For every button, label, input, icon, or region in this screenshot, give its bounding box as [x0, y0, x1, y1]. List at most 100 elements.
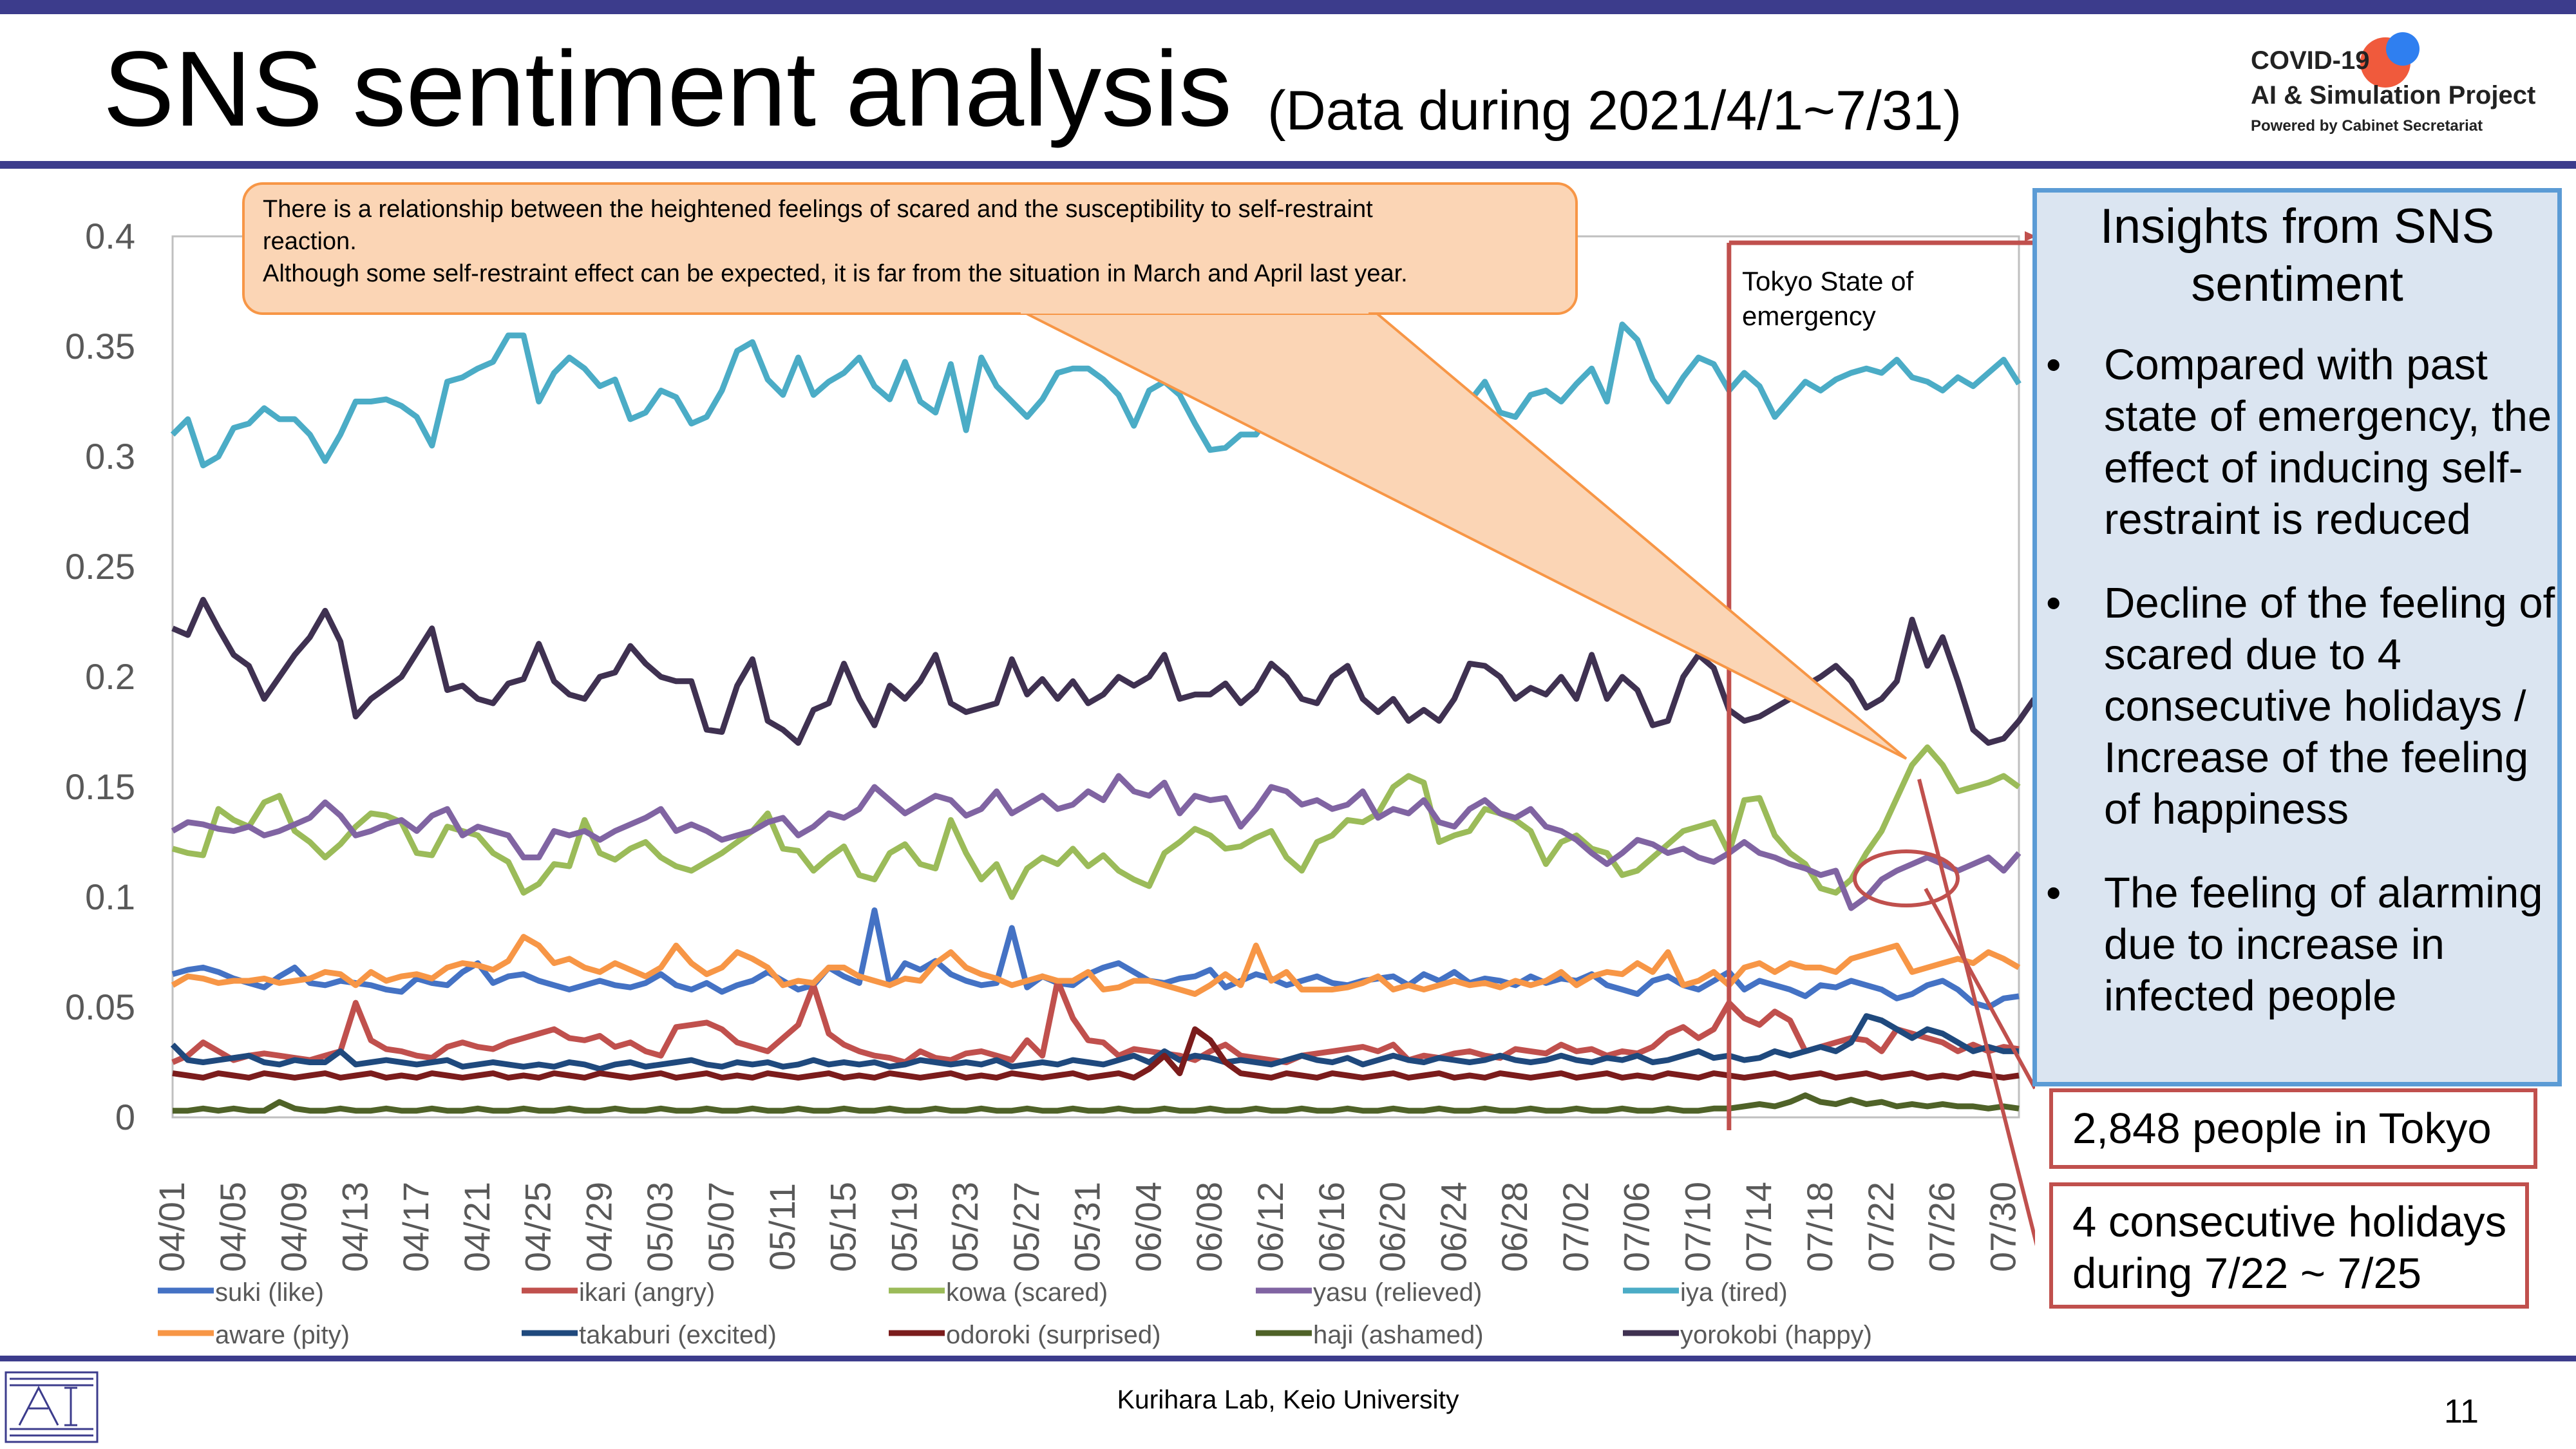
x-tick-label: 06/20: [1372, 1182, 1413, 1272]
x-tick-label: 04/29: [578, 1182, 619, 1272]
x-tick-label: 05/27: [1006, 1182, 1046, 1272]
x-tick-label: 07/02: [1555, 1182, 1596, 1272]
y-tick-label: 0.2: [85, 656, 135, 697]
highlight-ellipse: [1853, 849, 1960, 907]
x-tick-label: 04/05: [213, 1182, 253, 1272]
insight-item: • Compared with past state of emergency, …: [2037, 339, 2557, 545]
bullet-icon: •: [2046, 869, 2061, 917]
x-tick-label: 04/17: [395, 1182, 436, 1272]
x-tick-label: 06/04: [1128, 1182, 1168, 1272]
series-line: [171, 596, 2035, 746]
insight-text: The feeling of alarming due to increase …: [2104, 869, 2543, 1020]
title-divider: [0, 161, 2576, 169]
legend-label: ikari (angry): [579, 1278, 715, 1307]
arrow-line-holidays: [1924, 887, 2035, 1090]
bottom-bar: [0, 1356, 2576, 1361]
x-tick-label: 07/18: [1799, 1182, 1840, 1272]
insight-item: • The feeling of alarming due to increase…: [2037, 867, 2557, 1022]
series-line: [171, 744, 2021, 900]
slide-subtitle: (Data during 2021/4/1~7/31): [1267, 80, 1962, 142]
logo-line-1: COVID-19: [2251, 46, 2370, 75]
holidays-line-2: during 7/22 ~ 7/25: [2072, 1249, 2422, 1298]
insights-title: Insights from SNS sentiment: [2099, 199, 2495, 312]
x-tick-label: 06/16: [1311, 1182, 1352, 1272]
legend-label: aware (pity): [215, 1321, 350, 1349]
top-bar: [0, 0, 2576, 14]
insight-text: Compared with past state of emergency, t…: [2104, 341, 2552, 544]
legend-label: yorokobi (happy): [1680, 1321, 1872, 1349]
callout-line-1: There is a relationship between the heig…: [263, 196, 1373, 223]
x-tick-label: 07/26: [1922, 1182, 1962, 1272]
lab-logo: [5, 1371, 99, 1443]
y-tick-label: 0.35: [65, 326, 135, 366]
x-tick-label: 07/14: [1738, 1182, 1779, 1272]
x-tick-label: 06/12: [1250, 1182, 1291, 1272]
x-tick-label: 04/21: [457, 1182, 497, 1272]
page-number: 11: [2444, 1393, 2479, 1430]
callout-pointer: [1017, 308, 1908, 760]
sentiment-line-chart: 0 0.05 0.1 0.15 0.2 0.25 0.3 0.35 0.4 04/01 04/05 0…: [65, 182, 2035, 1349]
callout-line-3: Although some self-restraint effect can …: [263, 260, 1408, 287]
series-line: [171, 907, 2020, 1010]
bullet-icon: •: [2046, 579, 2061, 627]
state-of-emergency-label: Tokyo State of emergency: [1742, 266, 1914, 331]
series-line: [171, 978, 2020, 1065]
x-tick-label: 05/19: [884, 1182, 924, 1272]
x-tick-label: 06/24: [1433, 1182, 1473, 1272]
series-line: [170, 1013, 2019, 1072]
x-tick-label: 07/06: [1616, 1182, 1657, 1272]
series-line: [171, 773, 2022, 911]
callout-box: [242, 182, 1578, 315]
legend-label: takaburi (excited): [579, 1321, 777, 1349]
x-tick-label: 05/15: [823, 1182, 864, 1272]
y-tick-label: 0.3: [85, 436, 135, 477]
x-tick-label: 04/13: [334, 1182, 375, 1272]
holidays-line-1: 4 consecutive holidays: [2072, 1198, 2507, 1246]
holidays-box: 4 consecutive holidays during 7/22 ~ 7/2…: [2049, 1182, 2529, 1309]
legend-label: iya (tired): [1680, 1278, 1788, 1307]
callout-line-2: reaction.: [263, 228, 357, 255]
x-tick-label: 06/28: [1494, 1182, 1535, 1272]
logo-line-2: AI & Simulation Project: [2251, 81, 2536, 109]
infected-count-box: 2,848 people in Tokyo: [2049, 1088, 2537, 1169]
x-tick-label: 05/31: [1067, 1182, 1108, 1272]
y-tick-label: 0.05: [65, 987, 135, 1027]
x-tick-label: 05/03: [639, 1182, 680, 1272]
insight-text: Decline of the feeling of scared due to …: [2104, 579, 2555, 833]
insights-list: • Compared with past state of emergency, …: [2037, 339, 2557, 1054]
legend-label: yasu (relieved): [1313, 1278, 1482, 1307]
project-logo: COVID-19 AI & Simulation Project Powered…: [2251, 32, 2560, 155]
arrow-line-infected: [1917, 779, 2035, 1247]
legend-label: suki (like): [215, 1278, 324, 1307]
legend-label: kowa (scared): [946, 1278, 1108, 1307]
y-tick-label: 0.15: [65, 766, 135, 807]
series-line: [172, 1026, 2020, 1081]
x-tick-label: 04/09: [274, 1182, 314, 1272]
logo-line-3: Powered by Cabinet Secretariat: [2251, 117, 2483, 135]
x-tick-label: 06/08: [1189, 1182, 1229, 1272]
y-tick-label: 0: [115, 1097, 135, 1137]
series-line: [170, 321, 2022, 469]
footer-text: Kurihara Lab, Keio University: [1117, 1385, 1459, 1414]
insight-item: • Decline of the feeling of scared due to…: [2037, 578, 2557, 835]
x-tick-label: 05/07: [701, 1182, 741, 1272]
x-tick-label: 07/22: [1861, 1182, 1901, 1272]
x-tick-label: 04/25: [518, 1182, 558, 1272]
y-tick-label: 0.25: [65, 546, 135, 587]
insights-panel: Insights from SNS sentiment • Compared wi…: [2032, 188, 2562, 1086]
x-tick-label: 05/23: [945, 1182, 985, 1272]
series-line: [171, 934, 2021, 997]
legend-label: haji (ashamed): [1313, 1321, 1484, 1349]
y-tick-label: 0.4: [85, 216, 135, 256]
callout-text: There is a relationship between the heig…: [263, 193, 1544, 290]
bullet-icon: •: [2046, 341, 2061, 389]
logo-blue-dot: [2386, 32, 2420, 66]
soe-arrow-head: [2025, 231, 2035, 242]
legend-label: odoroki (surprised): [946, 1321, 1160, 1349]
x-tick-label: 04/01: [151, 1182, 192, 1272]
series-line: [173, 1092, 2020, 1114]
x-tick-label: 07/30: [1982, 1182, 2023, 1272]
x-tick-label: 07/10: [1677, 1182, 1718, 1272]
x-tick-label: 05/11: [762, 1183, 802, 1271]
slide-title: SNS sentiment analysis: [103, 30, 1232, 149]
